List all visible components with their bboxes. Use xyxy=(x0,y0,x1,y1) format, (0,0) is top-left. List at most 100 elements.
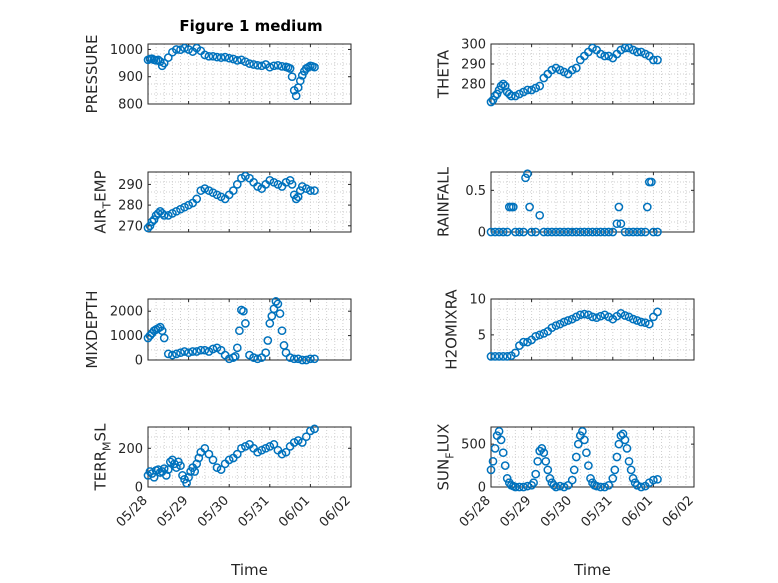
data-point xyxy=(194,453,204,463)
data-point xyxy=(636,482,646,492)
data-point xyxy=(563,480,573,490)
data-point xyxy=(537,444,547,453)
data-point xyxy=(523,169,532,179)
data-point xyxy=(519,337,528,347)
axes-frame xyxy=(147,426,352,488)
data-point xyxy=(184,45,193,54)
data-point xyxy=(543,465,553,475)
data-point xyxy=(584,461,593,470)
data-point xyxy=(580,227,589,237)
data-point xyxy=(310,354,319,364)
y-tick-label: 0 xyxy=(478,481,486,496)
data-point xyxy=(539,448,549,458)
data-point xyxy=(592,227,601,237)
data-point xyxy=(582,448,591,458)
data-point xyxy=(192,347,202,356)
data-point xyxy=(486,465,496,475)
data-point xyxy=(490,352,500,361)
data-point xyxy=(208,455,218,465)
data-point xyxy=(653,227,662,237)
data-point xyxy=(529,478,538,488)
data-point xyxy=(559,227,569,237)
data-point xyxy=(559,317,569,327)
data-point xyxy=(588,43,597,53)
data-point xyxy=(586,474,595,483)
data-point xyxy=(287,180,297,189)
y-axis-label: TERRMSL xyxy=(91,423,113,492)
panel-pressure: 800 900 1000 PRESSURE xyxy=(83,35,352,113)
data-point xyxy=(523,85,532,95)
data-point xyxy=(600,482,610,492)
data-point xyxy=(580,309,589,319)
data-point xyxy=(496,81,506,91)
data-point xyxy=(232,343,242,353)
data-point xyxy=(486,352,496,361)
data-point xyxy=(304,62,313,72)
data-point xyxy=(608,474,618,483)
y-tick-label: 290 xyxy=(118,178,143,193)
series-terr-msl xyxy=(143,424,319,488)
axes-frame xyxy=(147,298,352,361)
data-point xyxy=(614,202,624,212)
data-point xyxy=(498,227,508,237)
data-point xyxy=(192,194,202,204)
data-point xyxy=(573,439,583,449)
series-rainfall xyxy=(486,169,662,237)
data-point xyxy=(281,447,291,457)
data-point xyxy=(555,65,565,75)
data-point xyxy=(200,184,210,193)
data-point xyxy=(502,474,512,483)
data-point xyxy=(257,61,267,71)
data-point xyxy=(287,72,297,82)
data-point xyxy=(620,227,630,237)
data-point xyxy=(273,60,283,70)
data-point xyxy=(551,482,561,492)
data-point xyxy=(596,49,605,59)
data-point xyxy=(241,57,250,67)
data-point xyxy=(531,469,541,479)
data-point xyxy=(224,53,234,63)
data-point xyxy=(547,65,557,75)
data-point xyxy=(301,355,311,365)
data-point xyxy=(180,347,189,356)
data-point xyxy=(600,227,610,237)
data-point xyxy=(644,319,654,329)
data-point xyxy=(525,202,534,212)
data-point xyxy=(277,326,287,336)
data-point xyxy=(620,311,630,320)
data-point xyxy=(620,435,630,445)
data-point xyxy=(269,440,279,449)
data-point xyxy=(498,352,508,361)
data-point xyxy=(241,319,250,328)
data-point xyxy=(261,348,271,358)
data-point xyxy=(632,47,642,57)
data-point xyxy=(649,227,658,237)
data-point xyxy=(515,89,524,99)
data-point xyxy=(547,227,557,237)
data-point xyxy=(649,475,658,485)
series-sun-flux xyxy=(486,426,662,492)
data-point xyxy=(535,81,545,91)
data-point xyxy=(551,321,561,330)
data-point xyxy=(163,53,173,62)
data-point xyxy=(265,175,275,185)
data-point xyxy=(155,57,165,66)
data-point xyxy=(180,43,189,53)
y-tick-label: 0 xyxy=(135,354,143,369)
x-axis-label: Time xyxy=(573,561,611,579)
data-point xyxy=(575,227,585,237)
y-tick-label: 280 xyxy=(461,78,486,93)
panel-h2omixra: 5 10 H2OMIXRA xyxy=(443,289,695,370)
data-point xyxy=(285,353,295,362)
data-point xyxy=(275,309,285,318)
data-point xyxy=(147,217,157,227)
data-point xyxy=(616,219,626,229)
data-point xyxy=(531,227,541,237)
data-point xyxy=(249,60,258,69)
y-tick-label: 2000 xyxy=(110,305,143,320)
data-point xyxy=(636,47,646,57)
data-point xyxy=(545,474,555,483)
data-point xyxy=(614,439,624,449)
y-axis-label: MIXDEPTH xyxy=(83,290,101,368)
data-point xyxy=(143,223,153,233)
